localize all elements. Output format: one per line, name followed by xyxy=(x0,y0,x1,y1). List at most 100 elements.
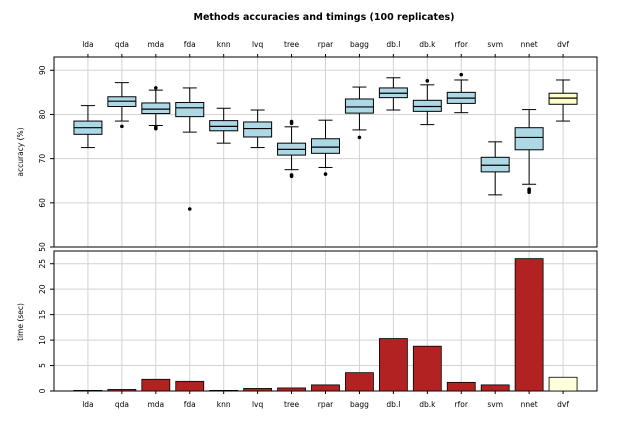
top-category-label: mda xyxy=(147,40,164,49)
outlier-point xyxy=(289,173,294,177)
outlier-point xyxy=(187,207,192,211)
top-category-labels: lda qda mda fda knn lvq tree rpar bagg db.l db.k rf… xyxy=(82,40,569,57)
box-iqr xyxy=(209,120,239,132)
box-fda xyxy=(175,87,205,211)
bottom-category-label: qda xyxy=(115,400,129,409)
outlier-point xyxy=(459,72,464,77)
accuracy-tick-label: 60 xyxy=(38,198,47,208)
bar-dvf xyxy=(548,376,578,392)
box-iqr xyxy=(141,102,171,115)
bottom-category-label: lvq xyxy=(252,400,264,409)
bottom-category-label: rfor xyxy=(455,400,469,409)
accuracy-tick-label: 90 xyxy=(38,65,47,75)
time-tick-label: 0 xyxy=(38,388,47,393)
top-category-label: dvf xyxy=(557,40,569,49)
accuracy-panel: 50 60 70 80 90 xyxy=(38,56,598,252)
chart-title: Methods accuracies and timings (100 repl… xyxy=(193,12,454,23)
bottom-category-label: lda xyxy=(82,400,93,409)
top-category-label: nnet xyxy=(521,40,538,49)
accuracy-tick-label: 50 xyxy=(38,242,47,252)
box-db.k xyxy=(412,79,442,126)
bar-rpar xyxy=(311,384,340,392)
bottom-category-label: tree xyxy=(284,400,299,409)
box-nnet xyxy=(514,109,544,195)
box-mda xyxy=(141,86,171,131)
accuracy-axis-label: accuracy (%) xyxy=(16,127,25,176)
timing-panel: 0 5 10 15 20 25 xyxy=(38,250,598,393)
bar-mda xyxy=(141,378,171,392)
box-iqr xyxy=(344,98,374,114)
bar-rfor xyxy=(446,381,476,392)
top-category-label: bagg xyxy=(350,40,369,49)
top-category-label: qda xyxy=(115,40,129,49)
box-iqr xyxy=(548,92,578,105)
bar-lvq xyxy=(243,388,273,392)
top-category-label: tree xyxy=(284,40,299,49)
top-category-label: knn xyxy=(217,40,231,49)
box-lvq xyxy=(243,109,273,149)
accuracy-panel-frame xyxy=(53,56,598,248)
box-rpar xyxy=(311,119,340,176)
outlier-point xyxy=(154,125,158,129)
top-category-label: lvq xyxy=(252,40,264,49)
bottom-category-label: nnet xyxy=(521,400,538,409)
top-category-label: db.l xyxy=(386,40,400,49)
bottom-category-label: knn xyxy=(217,400,231,409)
box-iqr xyxy=(412,99,442,112)
box-bagg xyxy=(344,86,374,140)
box-qda xyxy=(107,82,137,129)
bar-tree xyxy=(277,387,306,392)
box-iqr xyxy=(243,121,273,138)
bottom-category-label: fda xyxy=(184,400,196,409)
box-lda xyxy=(73,105,103,149)
box-db.l xyxy=(378,77,408,111)
outlier-point xyxy=(120,124,124,129)
box-rfor xyxy=(446,72,476,114)
outlier-point xyxy=(357,135,362,140)
top-category-label: db.k xyxy=(419,40,436,49)
box-iqr xyxy=(480,156,510,173)
bar-fda xyxy=(175,380,205,392)
bottom-category-labels: lda qda mda fda knn lvq tree rpar bagg db.l db.k rf… xyxy=(82,391,569,409)
bar-svm xyxy=(480,384,510,392)
bottom-category-label: svm xyxy=(487,400,503,409)
bottom-category-label: db.k xyxy=(419,400,436,409)
box-dvf xyxy=(548,79,578,122)
time-tick-label: 5 xyxy=(38,363,47,368)
bottom-category-label: dvf xyxy=(557,400,569,409)
time-axis-label: time (sec) xyxy=(16,303,25,341)
time-tick-label: 25 xyxy=(38,259,47,269)
box-svm xyxy=(480,141,510,196)
time-tick-label: 20 xyxy=(38,284,47,294)
bottom-category-label: mda xyxy=(147,400,164,409)
bar-lda xyxy=(73,389,103,392)
bar-db.k xyxy=(412,345,442,392)
top-category-label: fda xyxy=(184,40,196,49)
bottom-category-label: bagg xyxy=(350,400,369,409)
box-iqr xyxy=(514,127,544,151)
time-tick-label: 10 xyxy=(38,335,47,345)
bottom-category-label: db.l xyxy=(386,400,400,409)
outlier-point xyxy=(527,187,531,191)
time-tick-label: 15 xyxy=(38,310,47,320)
bar-nnet xyxy=(514,258,544,392)
outlier-point xyxy=(154,86,158,90)
top-category-label: rpar xyxy=(318,40,334,49)
bar-db.l xyxy=(378,338,408,392)
top-category-label: rfor xyxy=(455,40,469,49)
top-category-label: svm xyxy=(487,40,503,49)
top-category-label: lda xyxy=(82,40,93,49)
box-iqr xyxy=(311,138,340,154)
bar-knn xyxy=(209,389,239,392)
bar-bagg xyxy=(345,372,374,392)
bottom-category-label: rpar xyxy=(318,400,334,409)
box-tree xyxy=(277,119,307,179)
box-knn xyxy=(209,107,239,144)
bar-qda xyxy=(107,389,137,392)
box-iqr xyxy=(175,102,205,118)
outlier-point xyxy=(425,79,430,83)
accuracy-tick-label: 70 xyxy=(38,154,47,164)
accuracy-tick-label: 80 xyxy=(38,109,47,119)
